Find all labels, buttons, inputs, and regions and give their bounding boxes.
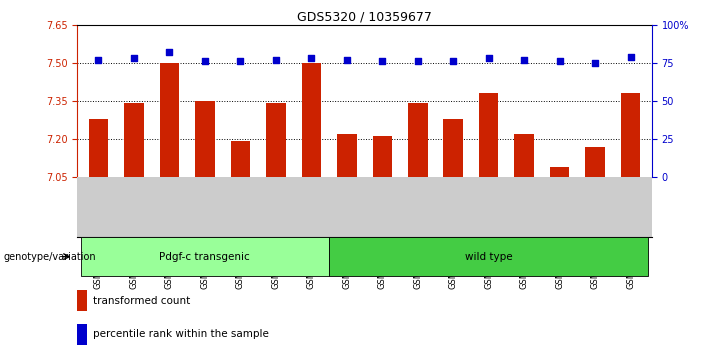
Point: [270, 57, 281, 63]
Bar: [329, 237, 648, 276]
Point: [199, 58, 210, 64]
Bar: [81, 237, 329, 276]
Text: GDS5320 / 10359677: GDS5320 / 10359677: [297, 11, 432, 24]
Bar: [231, 142, 250, 177]
Bar: [408, 103, 428, 177]
Text: transformed count: transformed count: [93, 296, 190, 306]
Text: genotype/variation: genotype/variation: [4, 252, 96, 262]
Bar: [124, 103, 144, 177]
Bar: [550, 167, 569, 177]
Point: [93, 57, 104, 63]
Bar: [195, 101, 215, 177]
Bar: [337, 134, 357, 177]
Text: percentile rank within the sample: percentile rank within the sample: [93, 329, 268, 339]
Bar: [77, 324, 88, 345]
Point: [448, 58, 459, 64]
Point: [412, 58, 423, 64]
Bar: [585, 147, 605, 177]
Bar: [372, 136, 392, 177]
Point: [519, 57, 530, 63]
Point: [235, 58, 246, 64]
Point: [164, 49, 175, 55]
Bar: [88, 119, 108, 177]
Bar: [621, 93, 641, 177]
Point: [306, 56, 317, 61]
Point: [554, 58, 565, 64]
Point: [625, 54, 637, 59]
Point: [128, 56, 139, 61]
Text: wild type: wild type: [465, 252, 512, 262]
Point: [590, 60, 601, 66]
Bar: [160, 63, 179, 177]
Bar: [77, 290, 88, 312]
Bar: [444, 119, 463, 177]
Point: [376, 58, 388, 64]
Text: Pdgf-c transgenic: Pdgf-c transgenic: [159, 252, 250, 262]
Point: [341, 57, 353, 63]
Bar: [479, 93, 498, 177]
Point: [483, 56, 494, 61]
Bar: [301, 63, 321, 177]
Bar: [515, 134, 534, 177]
Bar: [266, 103, 285, 177]
